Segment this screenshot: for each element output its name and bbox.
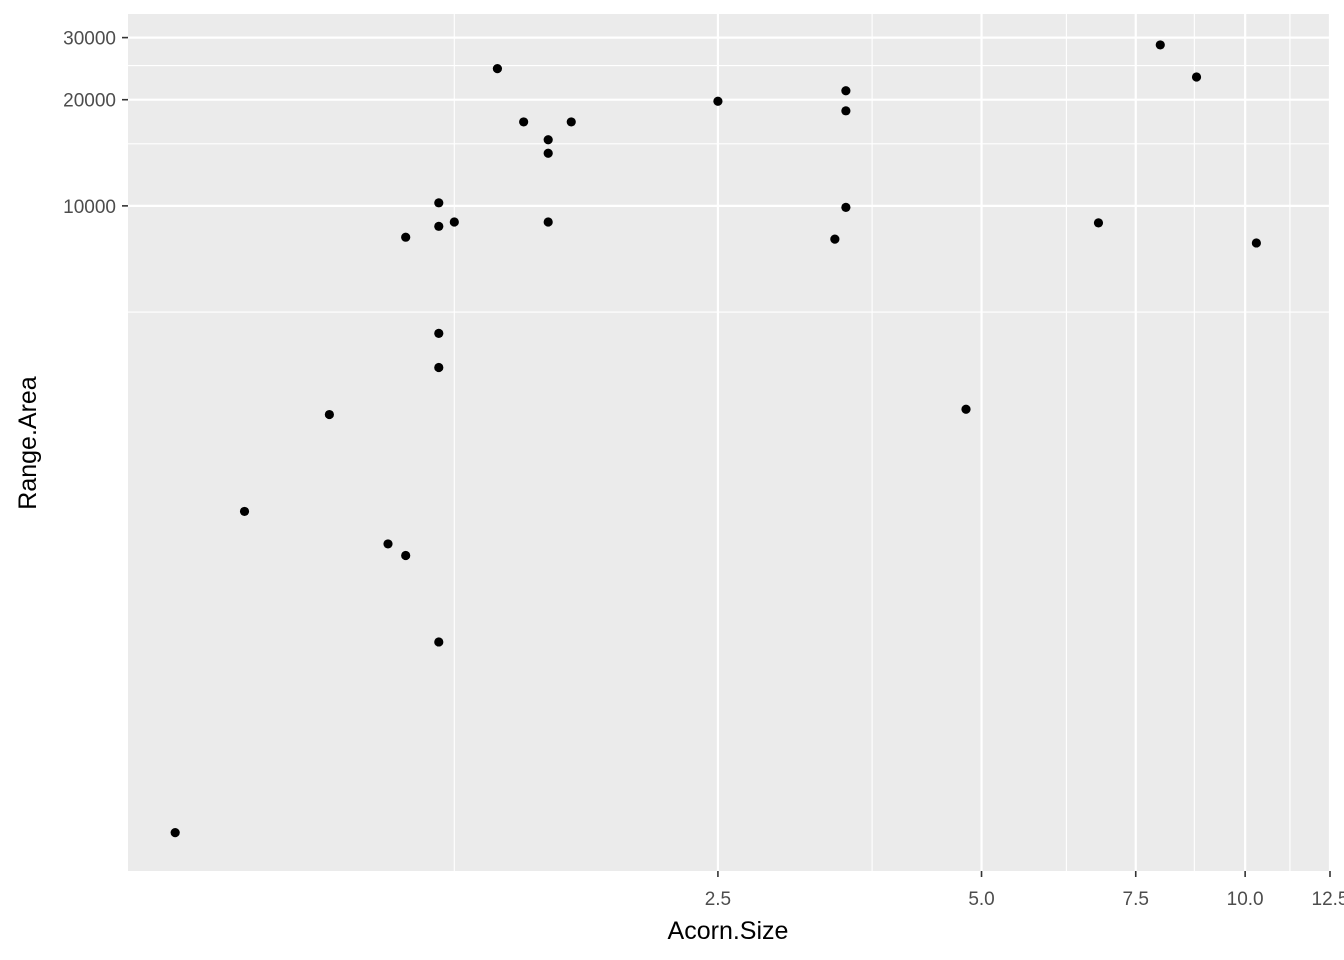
- data-point: [1093, 218, 1104, 228]
- y-tick-label: 30000: [63, 29, 116, 50]
- data-point: [1191, 72, 1202, 82]
- x-tick-label: 10.0: [1227, 889, 1264, 910]
- data-point: [1155, 40, 1165, 50]
- data-point: [841, 86, 851, 96]
- data-point: [841, 202, 851, 213]
- data-point: [434, 221, 444, 231]
- data-point: [401, 550, 411, 561]
- y-tick-label: 20000: [63, 91, 116, 112]
- data-point: [543, 217, 553, 227]
- data-point: [1251, 238, 1261, 248]
- data-point: [383, 539, 393, 549]
- data-point: [434, 328, 444, 338]
- data-points: [170, 40, 1261, 838]
- major-grid-lines: [128, 14, 1332, 871]
- data-point: [841, 106, 851, 116]
- data-point: [170, 828, 180, 838]
- x-tick-label: 2.5: [705, 889, 731, 910]
- minor-grid-lines: [128, 14, 1330, 871]
- y-axis: 10000 20000 30000: [63, 29, 128, 218]
- data-point: [449, 217, 459, 227]
- data-point: [566, 117, 576, 127]
- data-point: [434, 198, 444, 208]
- data-point: [543, 148, 553, 158]
- x-tick-label: 7.5: [1123, 889, 1149, 910]
- data-point: [543, 135, 553, 145]
- x-tick-label: 12.5: [1312, 889, 1344, 910]
- x-axis: 2.5 5.0 7.5 10.0 12.5: [705, 871, 1344, 910]
- plot-panel: [128, 14, 1330, 871]
- data-point: [713, 96, 723, 106]
- data-point: [324, 409, 334, 420]
- data-point: [519, 117, 529, 127]
- data-point: [830, 234, 840, 244]
- data-point: [434, 637, 444, 647]
- x-axis-title: Acorn.Size: [668, 917, 789, 945]
- data-point: [434, 362, 444, 373]
- x-tick-label: 5.0: [968, 889, 994, 910]
- data-point: [492, 64, 503, 74]
- data-point: [401, 232, 411, 242]
- data-point: [239, 506, 250, 517]
- y-axis-title: Range.Area: [14, 376, 42, 510]
- data-point: [961, 404, 971, 414]
- y-tick-label: 10000: [63, 197, 116, 218]
